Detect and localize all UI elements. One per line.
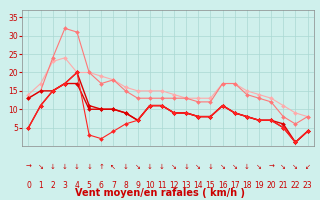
Text: 10: 10 bbox=[145, 181, 155, 190]
Text: 3: 3 bbox=[62, 181, 67, 190]
Text: 7: 7 bbox=[111, 181, 116, 190]
Text: 6: 6 bbox=[99, 181, 104, 190]
Text: ↓: ↓ bbox=[159, 164, 165, 170]
Text: ↓: ↓ bbox=[208, 164, 213, 170]
Text: 16: 16 bbox=[218, 181, 228, 190]
Text: ↘: ↘ bbox=[256, 164, 262, 170]
Text: ↘: ↘ bbox=[292, 164, 298, 170]
Text: →: → bbox=[26, 164, 31, 170]
Text: 22: 22 bbox=[291, 181, 300, 190]
Text: ↘: ↘ bbox=[196, 164, 201, 170]
Text: 18: 18 bbox=[242, 181, 252, 190]
Text: 21: 21 bbox=[278, 181, 288, 190]
Text: ↓: ↓ bbox=[50, 164, 56, 170]
Text: 0: 0 bbox=[26, 181, 31, 190]
Text: ↙: ↙ bbox=[305, 164, 310, 170]
Text: ↓: ↓ bbox=[86, 164, 92, 170]
Text: ↘: ↘ bbox=[280, 164, 286, 170]
Text: 1: 1 bbox=[38, 181, 43, 190]
Text: ↓: ↓ bbox=[74, 164, 80, 170]
Text: 14: 14 bbox=[194, 181, 203, 190]
Text: 9: 9 bbox=[135, 181, 140, 190]
Text: 17: 17 bbox=[230, 181, 240, 190]
Text: 2: 2 bbox=[50, 181, 55, 190]
Text: 23: 23 bbox=[303, 181, 312, 190]
Text: ↓: ↓ bbox=[123, 164, 128, 170]
Text: ↓: ↓ bbox=[62, 164, 68, 170]
Text: ↓: ↓ bbox=[147, 164, 153, 170]
Text: 4: 4 bbox=[75, 181, 79, 190]
Text: ↘: ↘ bbox=[135, 164, 140, 170]
Text: ↓: ↓ bbox=[183, 164, 189, 170]
Text: 13: 13 bbox=[181, 181, 191, 190]
Text: 20: 20 bbox=[266, 181, 276, 190]
Text: 12: 12 bbox=[169, 181, 179, 190]
Text: ↘: ↘ bbox=[171, 164, 177, 170]
Text: ↓: ↓ bbox=[244, 164, 250, 170]
Text: ↘: ↘ bbox=[220, 164, 226, 170]
Text: ↖: ↖ bbox=[110, 164, 116, 170]
Text: 19: 19 bbox=[254, 181, 264, 190]
Text: 11: 11 bbox=[157, 181, 167, 190]
Text: 5: 5 bbox=[87, 181, 92, 190]
Text: ↑: ↑ bbox=[98, 164, 104, 170]
Text: ↘: ↘ bbox=[38, 164, 44, 170]
Text: Vent moyen/en rafales ( km/h ): Vent moyen/en rafales ( km/h ) bbox=[75, 188, 245, 198]
Text: 8: 8 bbox=[123, 181, 128, 190]
Text: →: → bbox=[268, 164, 274, 170]
Text: ↘: ↘ bbox=[232, 164, 238, 170]
Text: 15: 15 bbox=[206, 181, 215, 190]
